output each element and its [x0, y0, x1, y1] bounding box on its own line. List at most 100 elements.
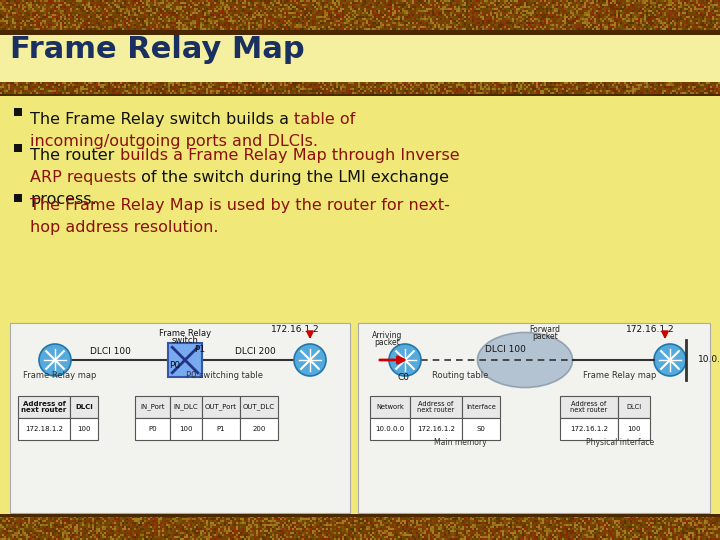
Bar: [504, 16, 506, 18]
Bar: [300, 20, 302, 22]
Bar: [682, 528, 684, 530]
Bar: [244, 88, 246, 90]
Bar: [164, 538, 166, 540]
Bar: [8, 528, 10, 530]
Bar: [12, 518, 14, 520]
Bar: [292, 532, 294, 534]
Bar: [52, 22, 54, 24]
Bar: [154, 538, 156, 540]
Bar: [346, 88, 348, 90]
Bar: [110, 532, 112, 534]
Bar: [636, 28, 638, 30]
Bar: [188, 24, 190, 26]
Bar: [234, 18, 236, 20]
Bar: [498, 6, 500, 8]
Text: 10.0.0.0: 10.0.0.0: [698, 355, 720, 364]
Bar: [450, 88, 452, 90]
Bar: [14, 522, 16, 524]
Bar: [458, 538, 460, 540]
Bar: [122, 522, 124, 524]
Bar: [608, 530, 610, 532]
Bar: [84, 84, 86, 86]
Bar: [370, 418, 410, 440]
Bar: [70, 534, 72, 536]
Bar: [628, 28, 630, 30]
Bar: [14, 528, 16, 530]
Bar: [232, 8, 234, 10]
Bar: [506, 526, 508, 528]
Bar: [276, 524, 278, 526]
Bar: [534, 16, 536, 18]
Bar: [252, 86, 254, 88]
Bar: [390, 4, 392, 6]
Bar: [596, 526, 598, 528]
Bar: [422, 524, 424, 526]
Bar: [284, 22, 286, 24]
Bar: [284, 522, 286, 524]
Bar: [668, 8, 670, 10]
Bar: [106, 520, 108, 522]
Bar: [240, 12, 242, 14]
Bar: [436, 6, 438, 8]
Bar: [372, 516, 374, 518]
Bar: [188, 14, 190, 16]
Bar: [76, 524, 78, 526]
Bar: [594, 20, 596, 22]
Bar: [226, 534, 228, 536]
Bar: [332, 88, 334, 90]
Bar: [668, 520, 670, 522]
Bar: [124, 18, 126, 20]
Bar: [208, 532, 210, 534]
Bar: [420, 22, 422, 24]
Bar: [346, 530, 348, 532]
Bar: [122, 516, 124, 518]
Bar: [414, 538, 416, 540]
Bar: [688, 18, 690, 20]
Bar: [504, 18, 506, 20]
Bar: [500, 2, 502, 4]
Bar: [94, 532, 96, 534]
Bar: [560, 84, 562, 86]
Bar: [56, 26, 58, 28]
Bar: [308, 6, 310, 8]
Bar: [652, 84, 654, 86]
Bar: [714, 4, 716, 6]
Bar: [502, 12, 504, 14]
Bar: [354, 0, 356, 2]
Bar: [646, 20, 648, 22]
Bar: [22, 88, 24, 90]
Bar: [94, 22, 96, 24]
Bar: [282, 0, 284, 2]
Bar: [270, 518, 272, 520]
Bar: [606, 22, 608, 24]
Bar: [214, 24, 216, 26]
Bar: [294, 530, 296, 532]
Bar: [224, 22, 226, 24]
Bar: [182, 88, 184, 90]
Bar: [590, 22, 592, 24]
Bar: [686, 16, 688, 18]
Bar: [280, 92, 282, 94]
Bar: [616, 4, 618, 6]
Bar: [638, 536, 640, 538]
Bar: [350, 24, 352, 26]
Bar: [200, 12, 202, 14]
Bar: [672, 538, 674, 540]
Bar: [66, 28, 68, 30]
Bar: [330, 2, 332, 4]
Bar: [628, 22, 630, 24]
Bar: [222, 8, 224, 10]
Bar: [696, 538, 698, 540]
Bar: [254, 8, 256, 10]
Bar: [390, 86, 392, 88]
Bar: [476, 12, 478, 14]
Bar: [38, 12, 40, 14]
Bar: [348, 530, 350, 532]
Bar: [336, 8, 338, 10]
Bar: [370, 18, 372, 20]
Bar: [542, 518, 544, 520]
Bar: [524, 536, 526, 538]
Bar: [158, 0, 160, 2]
Bar: [182, 20, 184, 22]
Bar: [178, 10, 180, 12]
